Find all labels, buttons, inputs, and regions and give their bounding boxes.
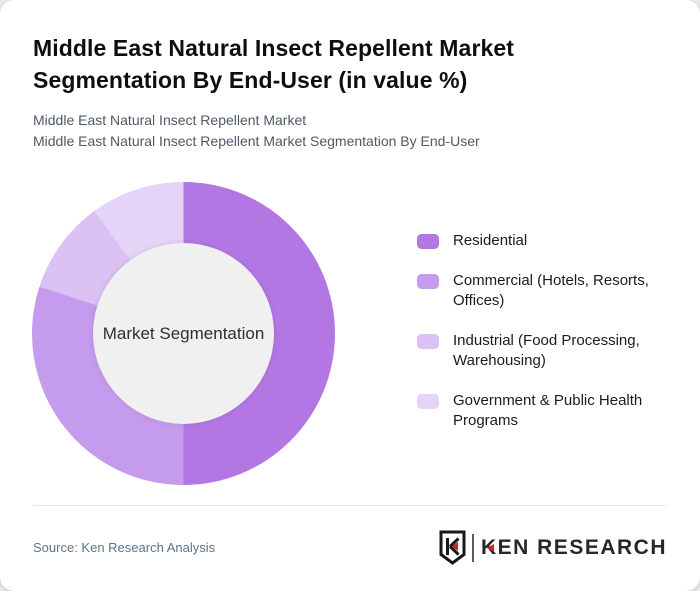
legend-swatch-residential [417, 234, 439, 249]
donut-chart-area: Market Segmentation [32, 182, 335, 485]
legend-swatch-commercial [417, 274, 439, 289]
legend-swatch-government [417, 394, 439, 409]
legend-item-government: Government & Public Health Programs [417, 391, 683, 431]
legend-item-residential: Residential [417, 231, 683, 251]
legend-label: Government & Public Health Programs [453, 392, 643, 429]
logo-wordmark: KEN RESEARCH [481, 537, 667, 558]
logo-divider-bar [471, 533, 474, 562]
legend-label: Residential [453, 232, 528, 249]
legend-label: Commercial (Hotels, Resorts, Offices) [453, 272, 649, 309]
logo-k-red-triangle-icon [486, 543, 494, 552]
logo-text: KEN RESEARCH [480, 536, 667, 559]
donut-center-label: Market Segmentation [102, 323, 265, 343]
legend-label: Industrial (Food Processing, Warehousing… [453, 332, 640, 369]
legend-item-commercial: Commercial (Hotels, Resorts, Offices) [417, 271, 683, 311]
page-title: Middle East Natural Insect Repellent Mar… [33, 35, 515, 93]
subtitle-line-2: Middle East Natural Insect Repellent Mar… [33, 133, 480, 149]
source-text: Source: Ken Research Analysis [33, 540, 216, 555]
chart-legend: Residential Commercial (Hotels, Resorts,… [417, 231, 683, 431]
legend-item-industrial: Industrial (Food Processing, Warehousing… [417, 331, 683, 371]
legend-swatch-industrial [417, 334, 439, 349]
donut-hole: Market Segmentation [93, 243, 274, 424]
subtitle-block: Middle East Natural Insect Repellent Mar… [33, 110, 673, 152]
footer: Source: Ken Research Analysis KEN RESEAR… [33, 520, 667, 575]
footer-divider [33, 505, 667, 506]
subtitle-line-1: Middle East Natural Insect Repellent Mar… [33, 112, 307, 128]
ken-research-logo: KEN RESEARCH [439, 530, 667, 565]
ken-research-shield-icon [439, 530, 466, 565]
